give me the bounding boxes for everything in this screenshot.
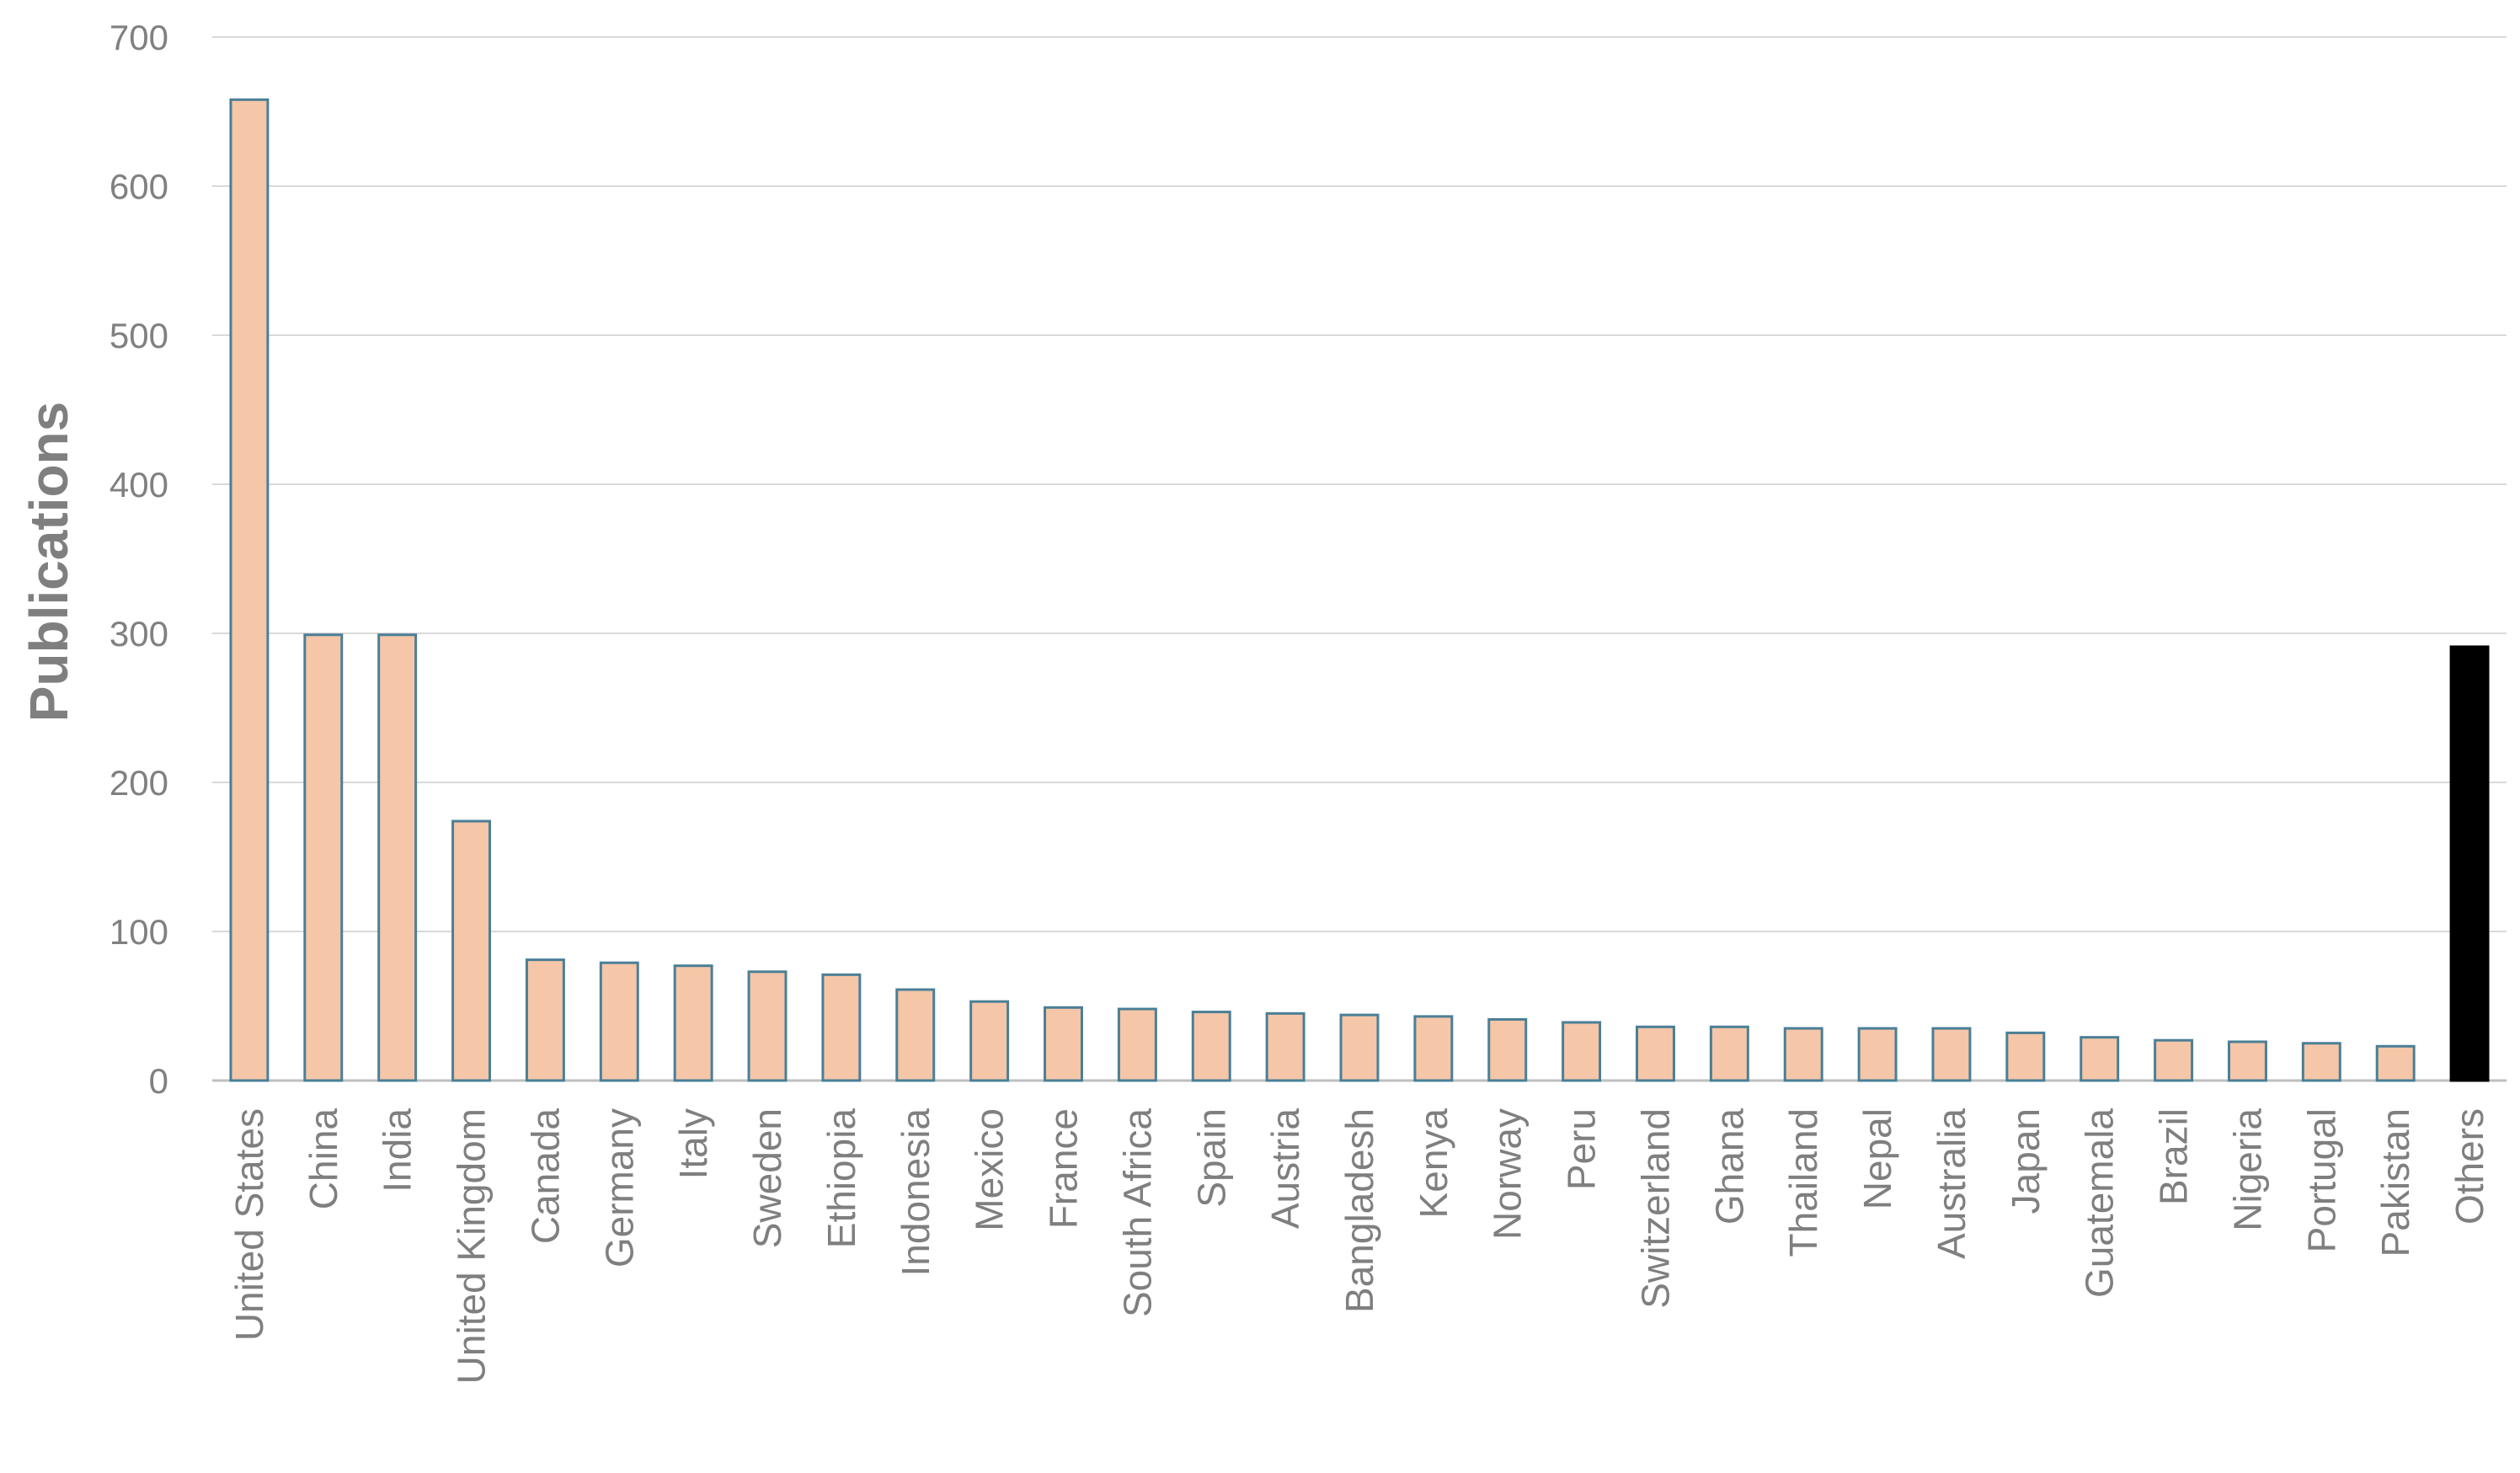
x-tick-label: Australia xyxy=(1930,1108,1973,1259)
x-tick-label: Spain xyxy=(1189,1108,1233,1208)
bar-germany xyxy=(599,961,639,1082)
x-tick-label: Guatemala xyxy=(2078,1108,2122,1298)
bar-bangladesh xyxy=(1339,1013,1380,1082)
bar-thailand xyxy=(1783,1027,1823,1082)
x-tick-label: United States xyxy=(227,1108,271,1341)
x-tick-labels: United States China India United Kingdom Can… xyxy=(227,1108,2491,1385)
y-tick-label: 300 xyxy=(109,614,168,654)
bar-india xyxy=(377,633,418,1082)
x-tick-label: Mexico xyxy=(968,1108,1012,1231)
bar-sweden xyxy=(747,970,788,1082)
bar-china xyxy=(303,633,344,1082)
bar-ghana xyxy=(1709,1025,1749,1082)
x-tick-label: China xyxy=(302,1108,345,1210)
x-tick-label: Peru xyxy=(1560,1108,1604,1190)
bar-spain xyxy=(1191,1011,1231,1082)
x-tick-label: Italy xyxy=(671,1108,715,1179)
x-tick-label: Ghana xyxy=(1707,1108,1751,1225)
bar-australia xyxy=(1931,1027,1972,1082)
x-tick-label: France xyxy=(1042,1108,1086,1229)
bar-canada xyxy=(525,958,565,1082)
bar-ethiopia xyxy=(821,973,862,1082)
bar-france xyxy=(1044,1006,1083,1082)
bar-guatemala xyxy=(2080,1036,2120,1082)
bar-nigeria xyxy=(2227,1040,2267,1082)
bar-united-kingdom xyxy=(451,819,492,1082)
bar-south-africa xyxy=(1117,1007,1157,1082)
bar-switzerland xyxy=(1636,1025,1675,1082)
bar-pakistan xyxy=(2375,1044,2416,1082)
bar-nepal xyxy=(1857,1027,1898,1082)
x-tick-label: Thailand xyxy=(1781,1108,1825,1257)
x-tick-label: Brazil xyxy=(2152,1108,2196,1205)
y-tick-label: 600 xyxy=(109,167,168,206)
bars xyxy=(229,98,2490,1082)
y-tick-label: 700 xyxy=(109,18,168,57)
bar-indonesia xyxy=(895,988,936,1082)
x-tick-label: India xyxy=(376,1108,419,1193)
y-axis-label: Publications xyxy=(19,402,79,723)
x-tick-label: Norway xyxy=(1486,1108,1530,1240)
y-tick-label: 0 xyxy=(149,1061,168,1101)
x-tick-label: Japan xyxy=(2004,1108,2048,1214)
x-tick-label: Sweden xyxy=(745,1108,789,1248)
y-tick-label: 400 xyxy=(109,465,168,504)
x-tick-label: Nigeria xyxy=(2225,1108,2269,1231)
y-tick-labels: 0 100 200 300 400 500 600 700 xyxy=(109,18,168,1101)
x-tick-label: Ethiopia xyxy=(820,1108,863,1249)
y-tick-label: 200 xyxy=(109,763,168,803)
bar-japan xyxy=(2005,1031,2046,1082)
bar-mexico xyxy=(969,1000,1010,1082)
bar-brazil xyxy=(2154,1038,2194,1082)
x-tick-label: Switzerland xyxy=(1633,1108,1677,1309)
bar-austria xyxy=(1265,1011,1305,1082)
bar-others xyxy=(2449,645,2490,1082)
x-tick-label: Bangladesh xyxy=(1337,1108,1381,1313)
bar-portugal xyxy=(2301,1042,2341,1082)
x-tick-label: Austria xyxy=(1263,1108,1307,1230)
x-tick-label: Germany xyxy=(597,1108,641,1268)
x-tick-label: South Africa xyxy=(1115,1108,1159,1317)
x-tick-label: Kenya xyxy=(1412,1108,1455,1219)
bar-italy xyxy=(673,964,713,1082)
x-tick-label: Nepal xyxy=(1855,1108,1899,1209)
x-tick-label: Pakistan xyxy=(2373,1108,2417,1257)
y-tick-label: 500 xyxy=(109,316,168,355)
bar-kenya xyxy=(1413,1015,1454,1082)
gridlines xyxy=(212,36,2507,1082)
bar-norway xyxy=(1487,1017,1528,1082)
bar-united-states xyxy=(229,98,270,1082)
bar-peru xyxy=(1562,1021,1602,1082)
x-tick-label: Others xyxy=(2448,1108,2491,1225)
x-tick-label: Portugal xyxy=(2299,1108,2343,1252)
x-tick-label: Canada xyxy=(523,1108,567,1245)
x-tick-label: Indonesia xyxy=(894,1108,937,1277)
y-tick-label: 100 xyxy=(109,912,168,952)
x-tick-label: United Kingdom xyxy=(450,1108,494,1384)
